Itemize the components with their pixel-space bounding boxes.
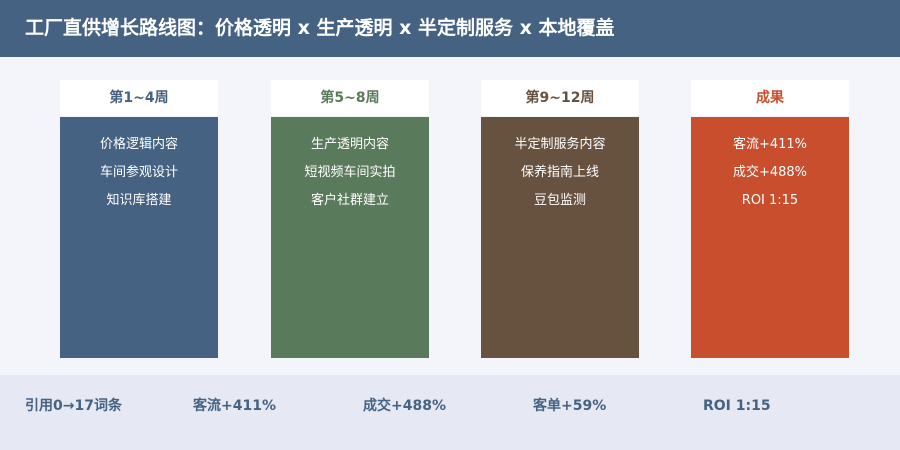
column-item: 车间参观设计	[99, 165, 178, 180]
column-item: 半定制服务内容	[514, 137, 606, 152]
footer-metric: ROI 1:15	[703, 398, 771, 414]
column: 第5~8周 生产透明内容 短视频车间实拍 客户社群建立	[271, 80, 429, 358]
column-panel: 半定制服务内容 保养指南上线 豆包监测	[481, 117, 639, 358]
column-panel: 客流+411% 成交+488% ROI 1:15	[691, 117, 849, 358]
footer-metric: 客单+59%	[533, 398, 607, 414]
column-item: 短视频车间实拍	[304, 165, 396, 180]
column-label: 第1~4周	[60, 80, 218, 116]
column: 第1~4周 价格逻辑内容 车间参观设计 知识库搭建	[60, 80, 218, 358]
column-item: 客流+411%	[732, 137, 808, 152]
column-item: 保养指南上线	[520, 165, 599, 180]
column-item: 生产透明内容	[310, 137, 389, 152]
column-item: 客户社群建立	[310, 193, 389, 208]
column-panel: 生产透明内容 短视频车间实拍 客户社群建立	[271, 117, 429, 358]
column-item: 知识库搭建	[106, 193, 172, 208]
column-label: 第5~8周	[271, 80, 429, 116]
column-label: 成果	[691, 80, 849, 116]
column-item: 成交+488%	[732, 165, 808, 180]
footer-metric: 成交+488%	[363, 398, 446, 414]
column-panel: 价格逻辑内容 车间参观设计 知识库搭建	[60, 117, 218, 358]
column-item: 豆包监测	[533, 193, 586, 208]
column: 成果客流+411% 成交+488% ROI 1:15	[691, 80, 849, 358]
header-bar: 工厂直供增长路线图：价格透明 x 生产透明 x 半定制服务 x 本地覆盖	[0, 0, 900, 57]
title: 工厂直供增长路线图：价格透明 x 生产透明 x 半定制服务 x 本地覆盖	[25, 17, 615, 39]
column-item: 价格逻辑内容	[99, 137, 178, 152]
footer-metric: 引用0→17词条	[25, 398, 122, 414]
footer-bar: 引用0→17词条 客流+411% 成交+488% 客单+59% ROI 1:15	[0, 375, 900, 450]
column-label: 第9~12周	[481, 80, 639, 116]
column-item: ROI 1:15	[741, 193, 799, 208]
footer-metric: 客流+411%	[193, 398, 276, 414]
column: 第9~12周 半定制服务内容 保养指南上线 豆包监测	[481, 80, 639, 358]
